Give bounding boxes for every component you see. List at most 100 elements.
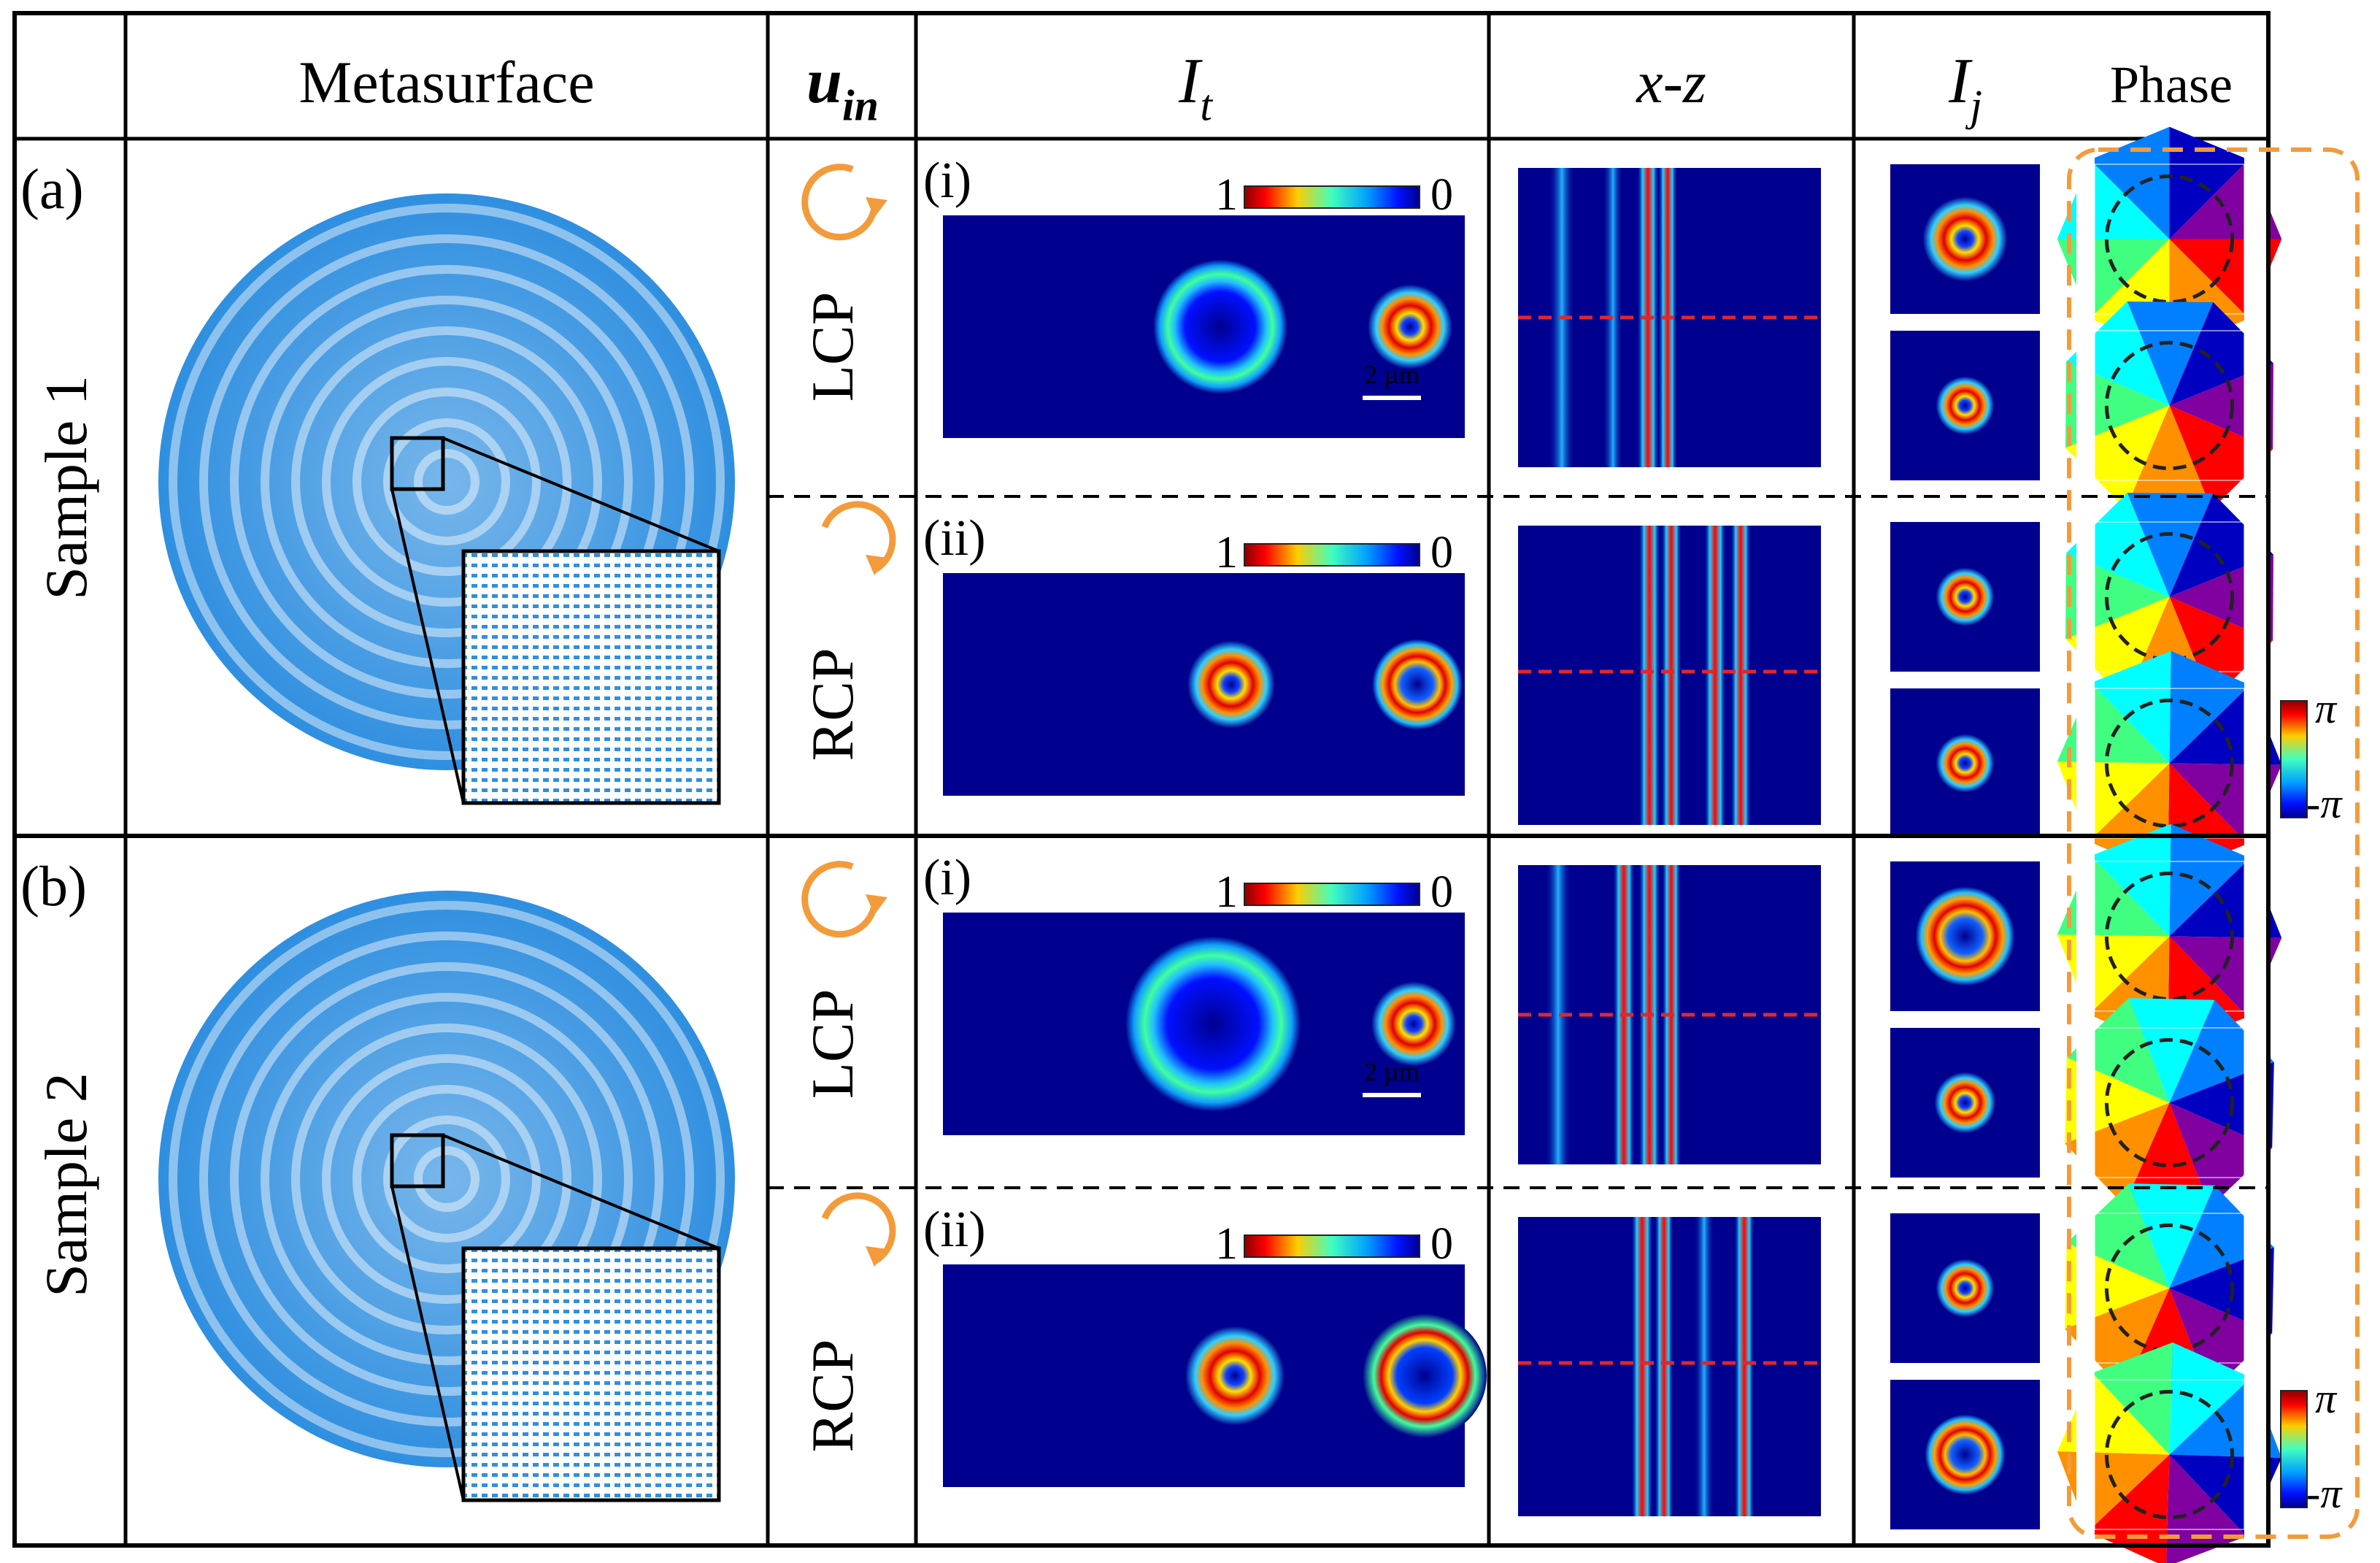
zoom-line [390,1186,465,1501]
phase-sector [2169,405,2273,510]
sub-panel: RCP (ii) 1 0 [799,1183,2282,1563]
phase-dashed-circle [2104,871,2235,1002]
mask [2244,1362,2266,1551]
sub-panel: LCP (i) 1 0 2 µm [799,126,2282,510]
panel-label: (i) [923,850,971,906]
phase-sector [2169,1288,2273,1393]
intensity-ring [1153,259,1287,394]
phase-sector [2169,1185,2274,1289]
zoom-line [442,437,720,553]
xz-beam [1661,526,1682,825]
phase-sector [2128,998,2215,1103]
phase-colorbar-max: π [2315,685,2338,732]
phase-sector [2092,1342,2173,1455]
phase-dashed-circle [2104,340,2235,471]
ij-ring [1934,1072,1996,1134]
sample-label: Sample 2 [33,1072,99,1297]
phase-sector [2091,650,2171,764]
colorbar-min-label: 0 [1430,528,1453,577]
polarization-arrow-icon [801,861,878,938]
xz-beam [1730,526,1751,825]
colorbar-max-label: 1 [1215,528,1238,577]
ij-ring [1936,734,1995,793]
phase-map [2065,302,2273,510]
mask [2244,146,2266,336]
polarization-arrow-icon [821,501,896,575]
phase-dashed-circle [2104,1037,2235,1168]
mask [2244,504,2266,694]
intensity-ring [1125,936,1301,1112]
phase-dashed-circle [2104,698,2235,829]
inset-border [461,549,721,805]
phase-dashed-circle [2104,1389,2235,1520]
polarization-label: LCP [799,989,866,1099]
panel-label: (ii) [923,1202,986,1258]
mask [2076,843,2095,1033]
mask [2076,1010,2095,1199]
phase-sector [2169,493,2273,597]
intensity-ring [1372,639,1463,730]
phase-sector [2169,999,2274,1103]
phase-sector [2091,823,2171,937]
phase-sector [2066,998,2170,1103]
phase-dashed-circle [2104,174,2235,304]
phase-colorbar [2280,1390,2308,1508]
ij-ring [1936,567,1995,626]
sample-row: (b) Sample 2 [20,854,735,1502]
table-border [12,11,2271,1548]
colorbar-min-label: 0 [1430,1219,1453,1269]
arrowhead-icon [866,1246,887,1267]
phase-sector [2169,126,2249,239]
phase-sector [2127,302,2214,406]
mask [2076,1362,2095,1551]
mask [2244,843,2266,1033]
row-tag: (a) [20,157,84,220]
sample-row: (a) Sample 1 [20,157,735,805]
inset-nanostructures [463,1248,719,1500]
mask [2244,1010,2266,1199]
phase-dashed-circle [2104,531,2235,662]
header-row: Metasurface uin It x-z Ij Phase [299,46,2233,130]
intensity-ring [1187,640,1275,729]
mask [2244,312,2266,502]
phase-sector [2090,126,2170,239]
phase-colorbar [2280,700,2308,818]
phase-sector [2128,1183,2215,1289]
phase-colorbar-min: -π [2306,780,2343,827]
phase-sector [2169,1102,2273,1207]
sample-label: Sample 1 [33,375,99,599]
intensity-ring [1371,981,1456,1067]
phase-sector [2066,1183,2170,1289]
ij-ring [1922,196,2008,282]
polarization-label: LCP [799,292,866,402]
phase-highlight-box [2067,147,2360,1539]
intensity-ring [1185,1326,1285,1426]
zoom-line [442,1134,720,1250]
intensity-colorbar [1244,1234,1420,1258]
phase-sector [2169,823,2250,937]
arrowhead-icon [866,197,887,218]
header-u-in: uin [806,46,879,130]
panel-label: (i) [923,153,971,209]
arrowhead-icon [866,894,887,915]
ij-ring [1936,376,1995,435]
polarization-label: RCP [799,648,866,761]
mask [2076,1195,2095,1385]
colorbar-max-label: 1 [1215,867,1238,917]
phase-colorbar-min: -π [2306,1470,2343,1517]
sub-panel: RCP (ii) 1 0 [799,493,2282,876]
ij-ring [1915,886,2015,986]
header-phase: Phase [2110,55,2233,114]
polarization-arrow-icon [821,1192,896,1266]
colorbar-min-label: 0 [1430,867,1453,917]
xz-beam [1638,526,1660,825]
inset-border [461,1246,721,1502]
phase-sector [2127,493,2214,597]
xz-beam [1694,1217,1714,1516]
phase-colorbar-max: π [2315,1375,2338,1422]
polarization-label: RCP [799,1340,866,1453]
mask [2076,670,2095,860]
header-intensity-j: Ij [1948,46,1982,130]
phase-sector [2169,596,2273,701]
mask [2244,670,2266,860]
